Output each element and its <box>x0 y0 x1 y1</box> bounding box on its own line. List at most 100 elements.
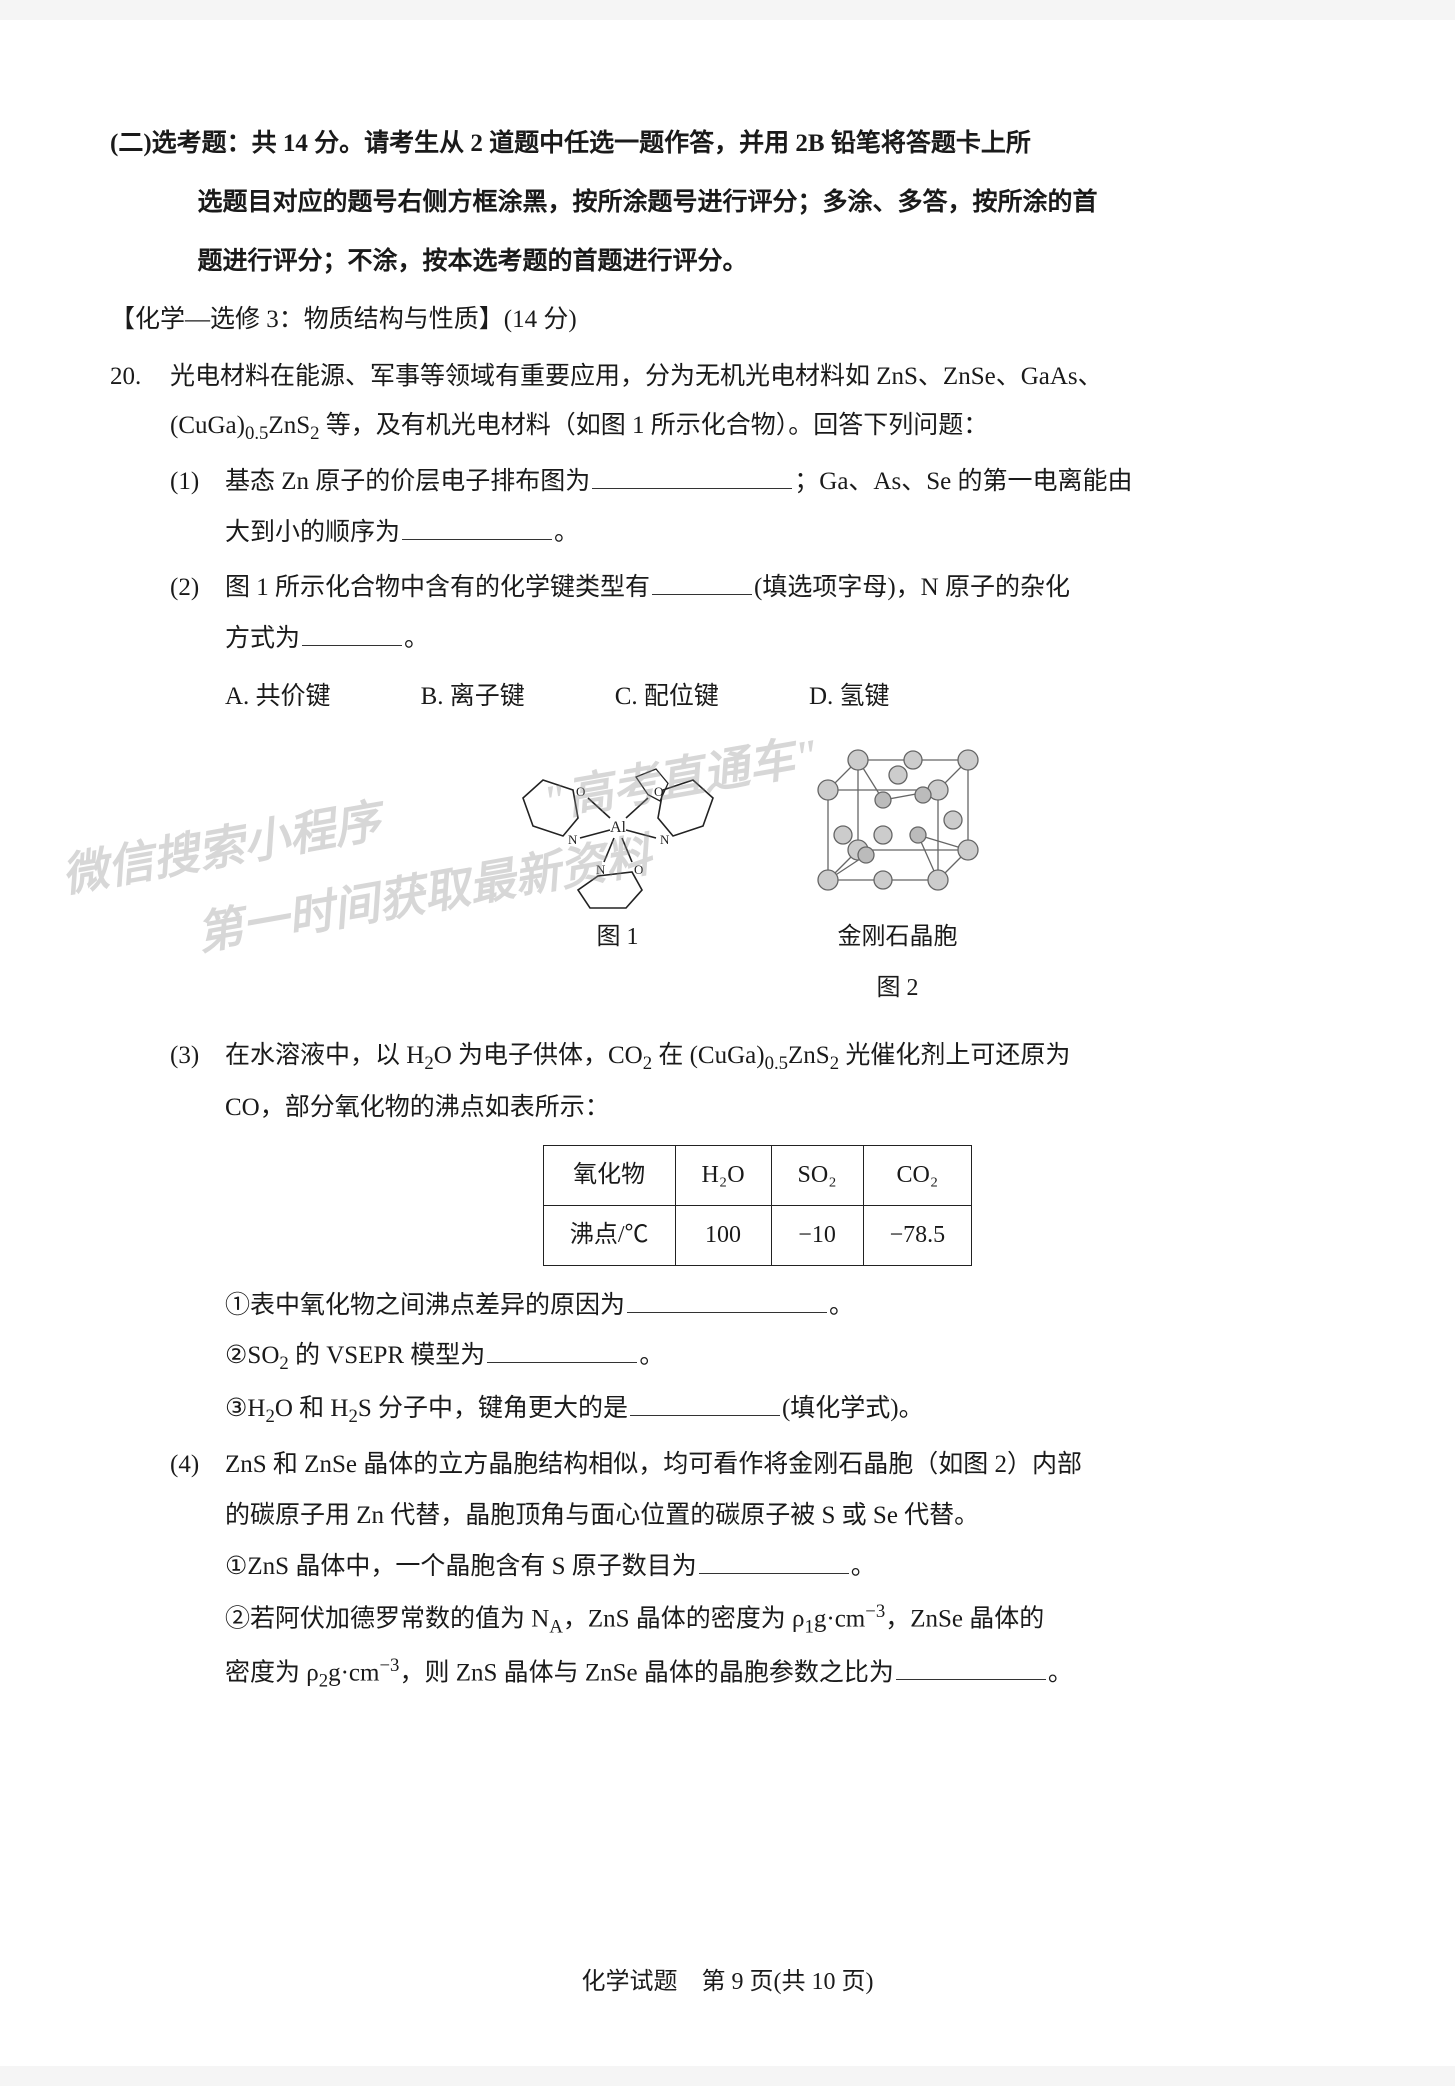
sub3-cont: CO，部分氧化物的沸点如表所示： <box>170 1084 1345 1133</box>
svg-text:N: N <box>660 832 670 847</box>
section-header-line2: 选题目对应的题号右侧方框涂黑，按所涂题号进行评分；多涂、多答，按所涂的首 <box>110 179 1345 228</box>
choice-C[interactable]: C. 配位键 <box>615 673 719 722</box>
subquestion-4: (4) ZnS 和 ZnSe 晶体的立方晶胞结构相似，均可看作将金刚石晶胞（如图… <box>170 1441 1345 1490</box>
svg-text:O: O <box>634 862 643 877</box>
figure-2: 金刚石晶胞 图 2 <box>788 740 1008 1012</box>
table-row: 沸点/℃ 100 −10 −78.5 <box>543 1205 971 1265</box>
sub3-s3: ③H2O 和 H2S 分子中，键角更大的是(填化学式)。 <box>170 1385 1345 1436</box>
sub1-cont: 大到小的顺序为 。 <box>170 509 1345 558</box>
text: 在 (CuGa) <box>652 1042 764 1069</box>
sub4-s1: ①ZnS 晶体中，一个晶胞含有 S 原子数目为 。 <box>170 1543 1345 1592</box>
text: 大到小的顺序为 <box>225 519 400 546</box>
q20-intro-line2: (CuGa)0.5ZnS2 等，及有机光电材料（如图 1 所示化合物）。回答下列… <box>170 402 1345 453</box>
answer-blank[interactable] <box>627 1285 827 1313</box>
choice-D[interactable]: D. 氢键 <box>809 673 890 722</box>
text: g·cm <box>814 1605 865 1632</box>
subscript: 2 <box>348 1406 357 1427</box>
subquestion-1: (1) 基态 Zn 原子的价层电子排布图为；Ga、As、Se 的第一电离能由 <box>170 458 1345 507</box>
table-header: H₂O <box>675 1145 771 1205</box>
superscript: −3 <box>379 1655 399 1676</box>
text: ①ZnS 晶体中，一个晶胞含有 S 原子数目为 <box>225 1553 697 1580</box>
text: S 分子中，键角更大的是 <box>358 1395 628 1422</box>
table-cell: −78.5 <box>863 1205 972 1265</box>
table-cell: 100 <box>675 1205 771 1265</box>
figure-row: 微信搜索小程序 "高考直通车" 第一时间获取最新资料 Al O N <box>170 740 1345 1012</box>
table-cell: −10 <box>771 1205 863 1265</box>
svg-text:O: O <box>576 784 585 799</box>
svg-text:Al: Al <box>610 819 627 836</box>
figure-1-caption: 图 1 <box>508 914 728 961</box>
boiling-point-table: 氧化物 H₂O SO₂ CO₂ 沸点/℃ 100 −10 −78.5 <box>543 1145 972 1266</box>
text: 的碳原子用 Zn 代替，晶胞顶角与面心位置的碳原子被 S 或 Se 代替。 <box>225 1502 979 1529</box>
text: ，则 ZnS 晶体与 ZnSe 晶体的晶胞参数之比为 <box>399 1659 893 1686</box>
question-body: 光电材料在能源、军事等领域有重要应用，分为无机光电材料如 ZnS、ZnSe、Ga… <box>170 353 1345 1699</box>
sub-body: ZnS 和 ZnSe 晶体的立方晶胞结构相似，均可看作将金刚石晶胞（如图 2）内… <box>225 1441 1345 1490</box>
figure-2-caption: 图 2 <box>788 965 1008 1012</box>
q20-intro-line1: 光电材料在能源、军事等领域有重要应用，分为无机光电材料如 ZnS、ZnSe、Ga… <box>170 353 1345 402</box>
table-header: SO₂ <box>771 1145 863 1205</box>
sub4-s2b: 密度为 ρ2g·cm−3，则 ZnS 晶体与 ZnSe 晶体的晶胞参数之比为。 <box>170 1648 1345 1700</box>
exam-page: (二)选考题：共 14 分。请考生从 2 道题中任选一题作答，并用 2B 铅笔将… <box>0 20 1455 2066</box>
sub-number: (3) <box>170 1032 225 1083</box>
answer-blank[interactable] <box>896 1652 1046 1680</box>
text: 光催化剂上可还原为 <box>839 1042 1070 1069</box>
answer-blank[interactable] <box>302 618 402 646</box>
sub-number: (2) <box>170 564 225 613</box>
choice-B[interactable]: B. 离子键 <box>421 673 525 722</box>
answer-blank[interactable] <box>592 462 792 490</box>
text: 。 <box>851 1553 876 1580</box>
formula-part: (CuGa) <box>170 412 245 439</box>
sub-number: (4) <box>170 1441 225 1490</box>
text: ①表中氧化物之间沸点差异的原因为 <box>225 1292 625 1319</box>
subquestion-2: (2) 图 1 所示化合物中含有的化学键类型有(填选项字母)，N 原子的杂化 <box>170 564 1345 613</box>
choice-A[interactable]: A. 共价键 <box>225 673 331 722</box>
text: ③H <box>225 1395 265 1422</box>
text: ，ZnSe 晶体的 <box>885 1605 1044 1632</box>
subscript: 2 <box>279 1353 288 1374</box>
text: 。 <box>639 1342 664 1369</box>
text: 基态 Zn 原子的价层电子排布图为 <box>225 468 590 495</box>
sub3-s1: ①表中氧化物之间沸点差异的原因为 。 <box>170 1282 1345 1331</box>
text: 。 <box>404 625 429 652</box>
subscript: 2 <box>830 1053 839 1074</box>
question-20: 20. 光电材料在能源、军事等领域有重要应用，分为无机光电材料如 ZnS、ZnS… <box>110 353 1345 1699</box>
subscript: 2 <box>265 1406 274 1427</box>
table-cell: 沸点/℃ <box>543 1205 675 1265</box>
answer-blank[interactable] <box>652 567 752 595</box>
choice-row: A. 共价键 B. 离子键 C. 配位键 D. 氢键 <box>170 673 1345 722</box>
text: 。 <box>554 519 579 546</box>
superscript: −3 <box>865 1601 885 1622</box>
answer-blank[interactable] <box>487 1336 637 1364</box>
answer-blank[interactable] <box>699 1546 849 1574</box>
answer-blank[interactable] <box>630 1388 780 1416</box>
text: 的 VSEPR 模型为 <box>289 1342 486 1369</box>
text: ，ZnS 晶体的密度为 ρ <box>563 1605 805 1632</box>
subscript: 0.5 <box>245 423 268 444</box>
text: ②若阿伏加德罗常数的值为 N <box>225 1605 549 1632</box>
svg-text:N: N <box>568 832 578 847</box>
text: g·cm <box>328 1659 379 1686</box>
text: ②SO <box>225 1342 279 1369</box>
text: (填化学式)。 <box>782 1395 924 1422</box>
text: O 和 H <box>275 1395 349 1422</box>
text: 。 <box>829 1292 854 1319</box>
topic-header: 【化学—选修 3：物质结构与性质】(14 分) <box>110 296 1345 345</box>
sub4-s2a: ②若阿伏加德罗常数的值为 NA，ZnS 晶体的密度为 ρ1g·cm−3，ZnSe… <box>170 1594 1345 1646</box>
sub4-cont: 的碳原子用 Zn 代替，晶胞顶角与面心位置的碳原子被 S 或 Se 代替。 <box>170 1492 1345 1541</box>
molecule-diagram: Al O N O N N O <box>508 740 728 910</box>
crystal-cell-diagram <box>788 740 1008 910</box>
table-header: 氧化物 <box>543 1145 675 1205</box>
subscript: 2 <box>643 1053 652 1074</box>
sub-number: (1) <box>170 458 225 507</box>
answer-blank[interactable] <box>402 513 552 541</box>
figure-1: Al O N O N N O <box>508 740 728 1012</box>
subscript: 2 <box>424 1053 433 1074</box>
section-header-line3: 题进行评分；不涂，按本选考题的首题进行评分。 <box>110 238 1345 287</box>
sub-body: 在水溶液中，以 H2O 为电子供体，CO2 在 (CuGa)0.5ZnS2 光催… <box>225 1032 1345 1083</box>
table-row: 氧化物 H₂O SO₂ CO₂ <box>543 1145 971 1205</box>
subquestion-3: (3) 在水溶液中，以 H2O 为电子供体，CO2 在 (CuGa)0.5ZnS… <box>170 1032 1345 1083</box>
text: 方式为 <box>225 625 300 652</box>
text-part: 等，及有机光电材料（如图 1 所示化合物）。回答下列问题： <box>319 412 988 439</box>
sub-body: 基态 Zn 原子的价层电子排布图为；Ga、As、Se 的第一电离能由 <box>225 458 1345 507</box>
formula-part: ZnS <box>268 412 310 439</box>
